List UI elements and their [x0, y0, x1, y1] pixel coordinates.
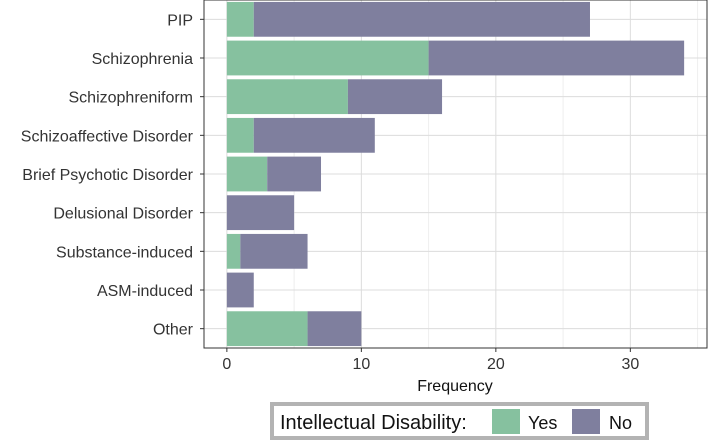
- bars: [226, 1, 685, 347]
- x-axis-title: Frequency: [417, 378, 493, 395]
- bar-pip-yes: [226, 1, 254, 37]
- y-axis-labels: PIP Schizophrenia Schizophreniform Schizoaf…: [21, 12, 204, 339]
- legend-label-yes: Yes: [528, 413, 557, 433]
- x-tick-label: 0: [222, 356, 231, 373]
- y-tick-label: Delusional Disorder: [53, 206, 193, 223]
- bar-substance-induced-no: [240, 233, 308, 269]
- y-tick-label: ASM-induced: [97, 283, 193, 300]
- x-tick-label: 20: [487, 356, 505, 373]
- legend-label-no: No: [609, 413, 632, 433]
- bar-asm-induced-no: [226, 272, 254, 308]
- bar-schizophrenia-yes: [226, 40, 429, 76]
- bar-pip-no: [253, 1, 590, 37]
- y-tick-label: Schizophrenia: [92, 51, 194, 68]
- y-tick-label: PIP: [167, 12, 193, 29]
- legend-key-yes: [492, 409, 520, 434]
- bar-brief-psychotic-disorder-yes: [226, 156, 268, 192]
- bar-schizophreniform-no: [347, 79, 443, 115]
- legend: Intellectual Disability: Yes No: [270, 402, 649, 440]
- legend-title: Intellectual Disability:: [280, 412, 467, 434]
- bar-schizoaffective-disorder-yes: [226, 117, 254, 153]
- x-tick-label: 30: [621, 356, 639, 373]
- bar-schizoaffective-disorder-no: [253, 117, 375, 153]
- x-tick-label: 10: [352, 356, 370, 373]
- y-tick-label: Other: [153, 322, 194, 339]
- legend-key-no: [572, 409, 600, 434]
- bar-schizophrenia-no: [428, 40, 685, 76]
- bar-other-yes: [226, 311, 308, 347]
- y-tick-label: Schizoaffective Disorder: [21, 128, 194, 145]
- bar-brief-psychotic-disorder-no: [267, 156, 322, 192]
- y-tick-label: Schizophreniform: [69, 90, 194, 107]
- x-axis-labels: 0 10 20 30: [222, 348, 639, 373]
- bar-substance-induced-yes: [226, 233, 241, 269]
- bar-delusional-disorder-no: [226, 195, 295, 231]
- y-tick-label: Substance-induced: [56, 244, 193, 261]
- bar-schizophreniform-yes: [226, 79, 348, 115]
- y-tick-label: Brief Psychotic Disorder: [22, 167, 193, 184]
- bar-other-no: [307, 311, 362, 347]
